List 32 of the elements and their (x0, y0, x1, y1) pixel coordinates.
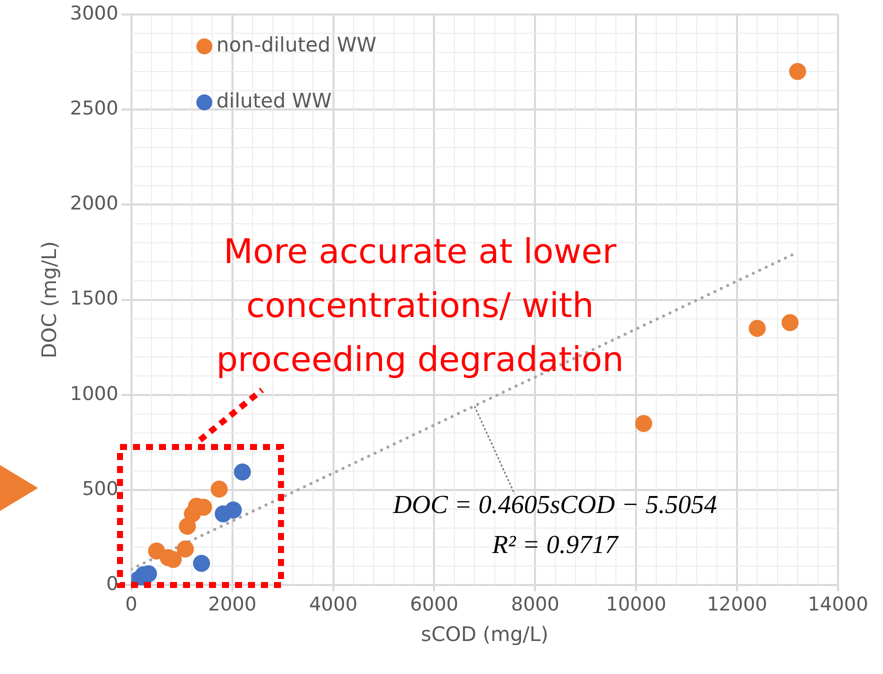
point (193, 554, 210, 572)
legend-label: diluted WW (216, 88, 332, 113)
x-tick-label: 6000 (410, 594, 458, 616)
point (210, 480, 228, 498)
legend-label: non-diluted WW (216, 32, 377, 57)
x-tick-label: 0 (125, 594, 138, 616)
y-tick-label: 2000 (70, 192, 118, 215)
y-tick-label: 0 (106, 573, 118, 596)
y-tick-label: 500 (82, 478, 118, 500)
y-tick-label: 2500 (70, 97, 118, 120)
annotation: R² = 0.9717 (491, 530, 620, 560)
point (782, 314, 799, 332)
point (635, 414, 652, 432)
annotation: DOC = 0.4605sCOD − 5.5054 (392, 490, 718, 520)
point (214, 505, 232, 522)
y-tick-label: 3000 (70, 2, 118, 24)
x-tick-label: 10000 (606, 594, 666, 616)
point (176, 540, 194, 558)
x-axis-title: sCOD (mg/L) (420, 622, 548, 646)
point (178, 518, 196, 535)
x-tick-label: 4000 (309, 594, 358, 616)
y-axis-title: DOC (mg/L) (37, 241, 62, 358)
point (748, 320, 766, 337)
y-tick-label: 1000 (70, 382, 118, 405)
x-tick-label: 8000 (510, 594, 560, 616)
x-tick-label: 2000 (208, 594, 256, 616)
point (234, 463, 251, 480)
y-tick-label: 1500 (70, 288, 118, 310)
annotation: More accurate at lower concentrations/ with proceeding degradation (215, 231, 625, 382)
point (789, 62, 806, 80)
x-tick-label: 14000 (808, 594, 868, 616)
x-tick-label: 12000 (706, 594, 768, 616)
